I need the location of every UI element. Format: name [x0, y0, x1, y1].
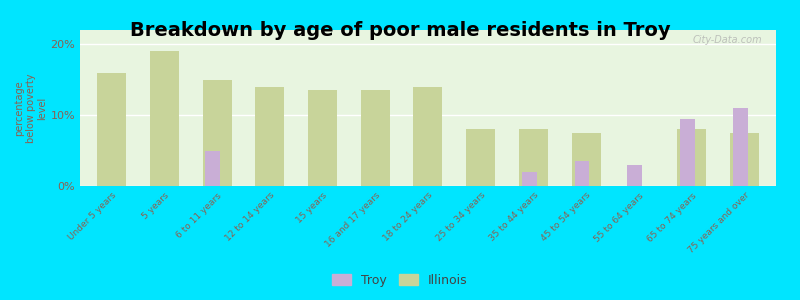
Bar: [308, 90, 337, 186]
Bar: [733, 108, 747, 186]
Bar: [574, 161, 590, 186]
Bar: [361, 90, 390, 186]
Bar: [202, 80, 231, 186]
Bar: [627, 165, 642, 186]
Bar: [680, 118, 694, 186]
Bar: [206, 151, 220, 186]
Bar: [730, 133, 759, 186]
Y-axis label: percentage
below poverty
level: percentage below poverty level: [14, 73, 48, 143]
Text: City-Data.com: City-Data.com: [693, 35, 762, 45]
Text: Breakdown by age of poor male residents in Troy: Breakdown by age of poor male residents …: [130, 21, 670, 40]
Bar: [677, 129, 706, 186]
Legend: Troy, Illinois: Troy, Illinois: [329, 270, 471, 291]
Bar: [519, 129, 548, 186]
Bar: [522, 172, 537, 186]
Bar: [255, 87, 284, 186]
Bar: [97, 73, 126, 186]
Bar: [466, 129, 495, 186]
Bar: [572, 133, 601, 186]
Bar: [150, 51, 179, 186]
Bar: [414, 87, 442, 186]
